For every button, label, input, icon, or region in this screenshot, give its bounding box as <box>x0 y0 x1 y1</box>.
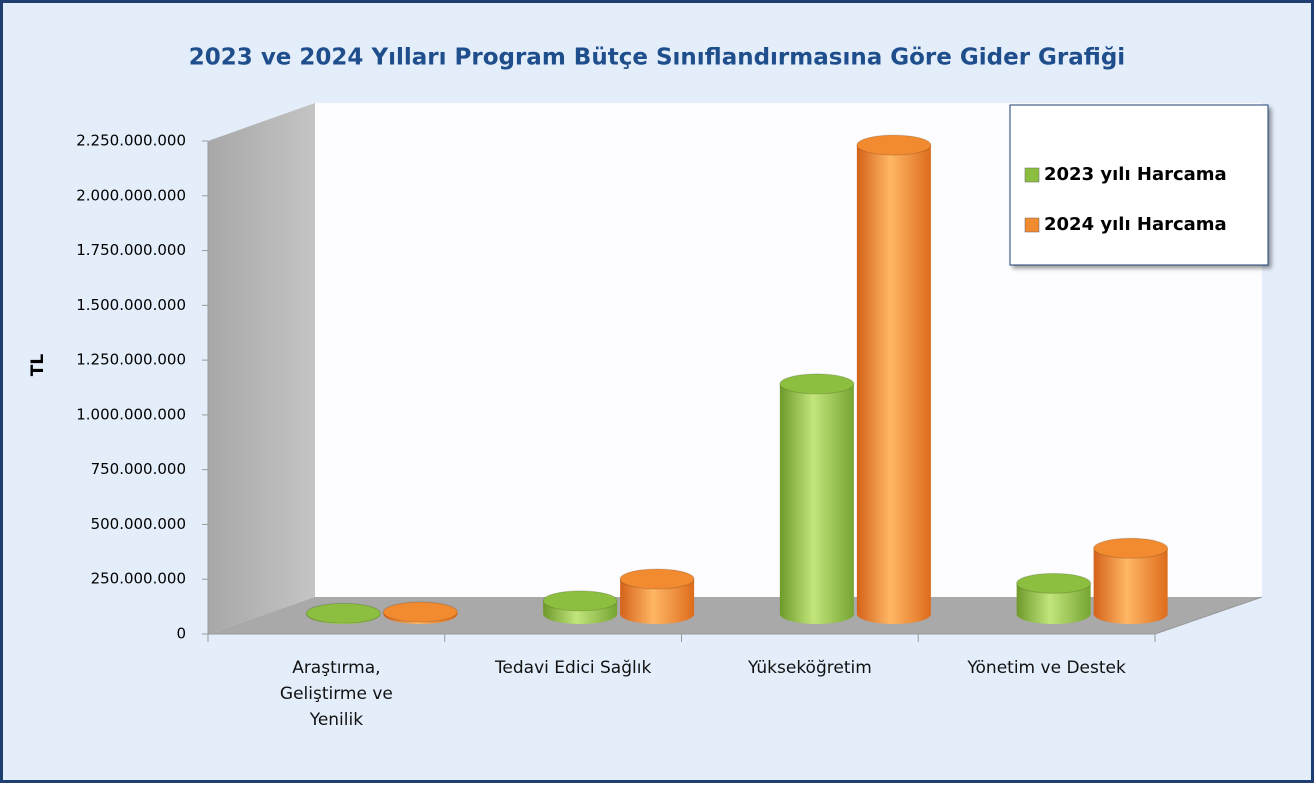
legend-box <box>1009 104 1269 266</box>
cylinder-top <box>1093 537 1169 559</box>
cylinder-top <box>779 373 855 395</box>
legend-label: 2023 yılı Harcama <box>1044 164 1227 185</box>
cylinder-top <box>1016 572 1092 594</box>
y-tick-label: 1.500.000.000 <box>76 296 186 314</box>
y-tick-label: 2.250.000.000 <box>76 132 186 150</box>
y-tick-label: 250.000.000 <box>91 570 186 588</box>
x-tick-label: Tedavi Edici Sağlık <box>494 658 652 678</box>
x-tick-label-box: Araştırma, Geliştirme ve Yenilik <box>279 658 393 730</box>
legend-swatch <box>1024 167 1040 183</box>
y-tick-label: 1.000.000.000 <box>76 405 186 423</box>
y-tick-label: 2.000.000.000 <box>76 186 186 204</box>
x-tick-label-box: Yükseköğretim <box>747 658 872 678</box>
cylinder <box>779 383 854 624</box>
cylinder <box>1016 583 1091 624</box>
side-wall <box>208 103 315 634</box>
cylinder <box>1093 548 1168 624</box>
y-tick-label: 1.250.000.000 <box>76 351 186 369</box>
x-tick-label-box: Yönetim ve Destek <box>967 658 1126 678</box>
cylinder <box>856 145 931 624</box>
cylinder-top <box>542 590 618 612</box>
x-tick-label: Yükseköğretim <box>747 658 872 678</box>
cylinder-top <box>856 134 932 156</box>
x-tick-label-box: Tedavi Edici Sağlık <box>494 658 652 678</box>
floor <box>208 597 1262 634</box>
cylinder <box>620 578 695 624</box>
cylinder-top <box>619 568 695 590</box>
y-axis-label: TL <box>28 354 48 377</box>
cylinder-top <box>305 602 381 624</box>
cylinder-top <box>382 601 458 623</box>
y-tick-label: 500.000.000 <box>91 515 186 533</box>
x-tick-label: Yönetim ve Destek <box>967 658 1126 678</box>
y-tick-label: 1.750.000.000 <box>76 241 186 259</box>
legend-swatch <box>1024 217 1040 233</box>
floor-edge <box>1154 596 1263 635</box>
legend-label: 2024 yılı Harcama <box>1044 214 1227 235</box>
chart-title: 2023 ve 2024 Yılları Program Bütçe Sınıf… <box>189 45 1125 71</box>
y-tick-label: 0 <box>176 625 186 643</box>
y-tick-label: 750.000.000 <box>91 460 186 478</box>
legend: 2023 yılı Harcama 2024 yılı Harcama <box>1009 104 1269 266</box>
x-tick-label: Araştırma, Geliştirme ve Yenilik <box>279 658 393 730</box>
